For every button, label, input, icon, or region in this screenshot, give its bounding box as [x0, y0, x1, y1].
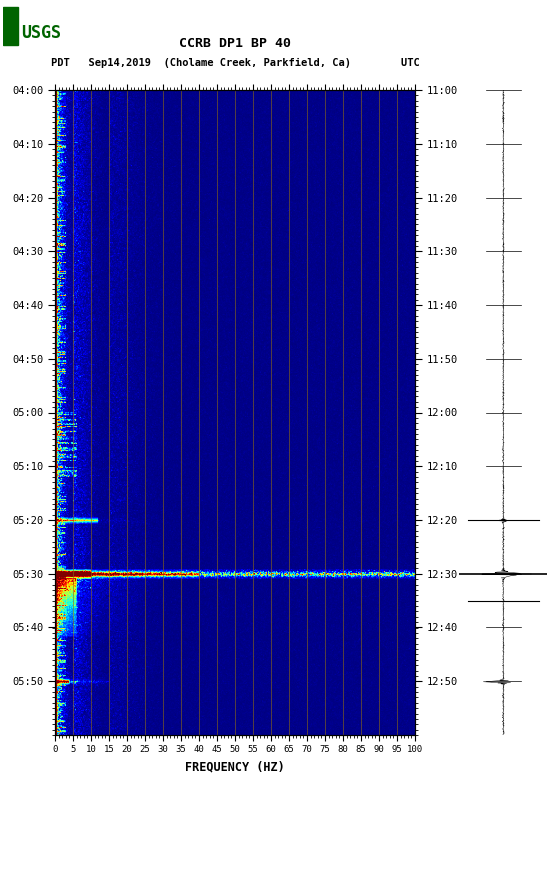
Text: PDT   Sep14,2019  (Cholame Creek, Parkfield, Ca)        UTC: PDT Sep14,2019 (Cholame Creek, Parkfield… — [51, 58, 420, 68]
X-axis label: FREQUENCY (HZ): FREQUENCY (HZ) — [185, 760, 285, 773]
Text: CCRB DP1 BP 40: CCRB DP1 BP 40 — [179, 37, 291, 50]
Bar — [3, 7, 18, 45]
Text: USGS: USGS — [21, 24, 61, 42]
